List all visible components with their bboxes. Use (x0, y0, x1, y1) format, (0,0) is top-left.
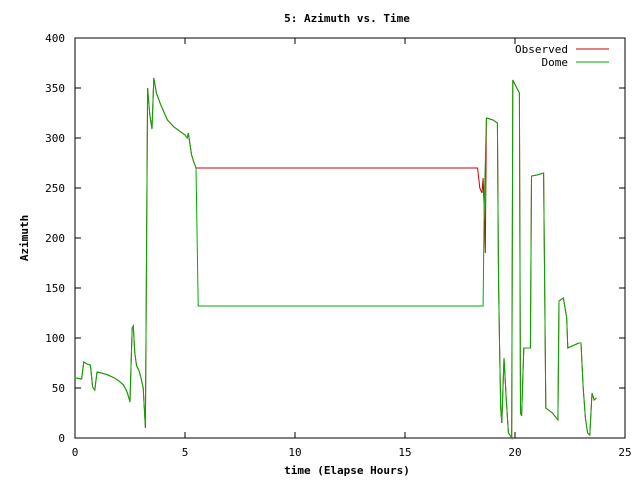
y-tick-label: 0 (58, 432, 65, 445)
y-tick-label: 300 (45, 132, 65, 145)
y-tick-label: 400 (45, 32, 65, 45)
y-tick-label: 350 (45, 82, 65, 95)
x-axis-label: time (Elapse Hours) (284, 464, 410, 477)
x-tick-label: 25 (618, 446, 631, 459)
x-tick-label: 0 (72, 446, 79, 459)
legend-label: Observed (515, 43, 568, 56)
y-axis-label: Azimuth (18, 215, 31, 261)
plot-frame (74, 37, 626, 439)
series-line-dome (76, 77, 597, 440)
series-line-observed (76, 77, 597, 440)
legend-label: Dome (542, 56, 569, 69)
x-tick-label: 5 (182, 446, 189, 459)
y-tick-label: 100 (45, 332, 65, 345)
y-tick-label: 50 (52, 382, 65, 395)
series-layer (76, 77, 597, 440)
x-tick-label: 15 (398, 446, 411, 459)
x-tick-label: 20 (508, 446, 521, 459)
chart-title: 5: Azimuth vs. Time (284, 12, 410, 25)
y-tick-label: 250 (45, 182, 65, 195)
y-tick-label: 200 (45, 232, 65, 245)
y-tick-label: 150 (45, 282, 65, 295)
x-tick-label: 10 (288, 446, 301, 459)
